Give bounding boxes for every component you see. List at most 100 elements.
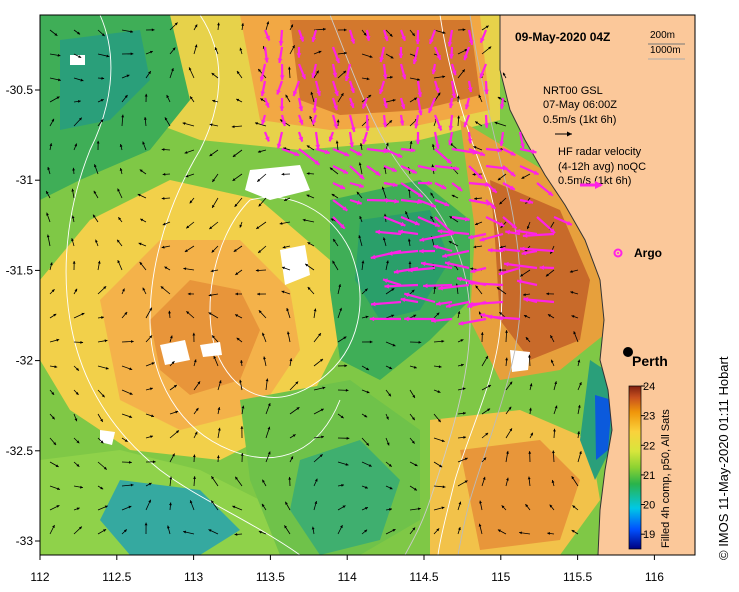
- current-vector-head: [482, 476, 486, 480]
- current-vector-head: [462, 28, 466, 32]
- current-vector-head: [545, 273, 549, 277]
- perth-marker[interactable]: [623, 347, 633, 357]
- current-vector-head: [551, 450, 555, 454]
- radar-vector-head: [428, 107, 433, 113]
- current-vector-head: [473, 146, 477, 149]
- colorbar-ticks: 24 23 22 21 20 19: [641, 381, 655, 541]
- radar-vector-head: [340, 223, 345, 229]
- current-vector-head: [210, 269, 214, 273]
- colorbar-tick-label: 22: [643, 440, 655, 452]
- current-vector-head: [235, 272, 239, 275]
- credit-text: © IMOS 11-May-2020 01:11 Hobart: [716, 356, 731, 560]
- current-vector-head: [485, 355, 488, 359]
- current-vector-head: [386, 442, 390, 446]
- radar-vector-head: [316, 90, 321, 96]
- radar-vector-head: [442, 253, 448, 259]
- radar-vector-head: [504, 261, 509, 267]
- radar-vector-head: [458, 320, 464, 326]
- current-vector-head: [407, 238, 411, 242]
- radar-vector-head: [470, 268, 476, 274]
- current-vector-head: [463, 435, 467, 439]
- current-vector-head: [211, 476, 215, 480]
- current-vector-head: [266, 21, 270, 25]
- current-vector-head: [389, 486, 393, 490]
- current-vector-head: [262, 332, 265, 336]
- current-vector-head: [80, 485, 83, 489]
- current-vector-head: [49, 143, 53, 147]
- radar-vector-head: [444, 261, 450, 266]
- x-tick-label: 115.5: [563, 570, 592, 584]
- current-vector-head: [525, 504, 529, 508]
- x-tick-label: 114: [338, 570, 357, 584]
- radar-vector-head: [449, 53, 454, 59]
- current-vector-head: [364, 529, 368, 533]
- current-vector-head: [369, 340, 373, 344]
- y-tick-label: -32: [16, 354, 34, 368]
- current-vector-head: [240, 360, 243, 363]
- x-tick-label: 113.5: [256, 570, 285, 584]
- current-vector-head: [267, 451, 271, 455]
- radar-vector-head: [430, 202, 436, 208]
- current-vector-head: [336, 119, 340, 123]
- radar-vector-head: [505, 229, 510, 235]
- radar-vector-head: [498, 270, 504, 276]
- radar-vector-head: [264, 136, 270, 142]
- radar-vector-head: [417, 110, 423, 116]
- current-vector-head: [475, 121, 479, 125]
- colorbar-tick-label: 19: [643, 529, 655, 541]
- radar-vector-head: [521, 250, 527, 256]
- radar-vector: [458, 317, 487, 326]
- current-vector-head: [302, 218, 306, 222]
- current-vector-head: [570, 291, 574, 294]
- radar-vector-head: [298, 106, 304, 112]
- current-vector-head: [256, 226, 260, 229]
- current-vector-head: [194, 431, 198, 435]
- current-vector-head: [208, 312, 212, 316]
- radar-vector-head: [528, 199, 534, 205]
- current-vector-head: [96, 140, 100, 144]
- current-vector-head: [190, 96, 193, 100]
- current-vector-head: [307, 287, 311, 290]
- radar-vector-head: [444, 201, 450, 207]
- current-vector-head: [129, 415, 133, 418]
- current-vector-head: [485, 432, 489, 436]
- x-tick-label: 115: [491, 570, 510, 584]
- current-vector-head: [418, 340, 422, 344]
- radar-vector-head: [484, 89, 489, 95]
- current-vector-head: [128, 505, 132, 509]
- current-vector-head: [51, 391, 55, 395]
- current-vector-head: [523, 293, 526, 297]
- radar-vector-head: [383, 103, 388, 109]
- current-vector-head: [285, 94, 289, 98]
- sst-field: [40, 15, 695, 555]
- radar-vector-head: [547, 191, 553, 196]
- current-vector-head: [340, 415, 344, 419]
- current-vector-head: [433, 286, 437, 289]
- current-vector-head: [287, 66, 291, 70]
- current-vector-head: [77, 99, 81, 103]
- radar-vector-head: [391, 167, 397, 172]
- radar-vector-head: [431, 166, 437, 172]
- current-vector-head: [292, 434, 296, 438]
- current-vector-head: [364, 414, 368, 418]
- current-vector-head: [520, 273, 524, 277]
- perth-label: Perth: [632, 353, 668, 369]
- radar-legend-arrow: [580, 181, 603, 189]
- radar-vector-head: [301, 74, 306, 79]
- current-vector-head: [290, 456, 294, 460]
- current-vector-head: [506, 477, 509, 481]
- radar-vector-head: [499, 221, 505, 227]
- current-vector-head: [456, 95, 460, 99]
- current-vector-head: [265, 378, 269, 382]
- current-vector-head: [257, 150, 261, 153]
- current-vector-head: [192, 454, 196, 458]
- current-vector-head: [464, 457, 468, 461]
- radar-vector-head: [448, 140, 453, 146]
- radar-vector-head: [451, 93, 457, 99]
- current-vector-head: [209, 153, 213, 157]
- radar-vector-head: [370, 254, 376, 260]
- current-vector-head: [234, 532, 238, 536]
- argo-marker[interactable]: [613, 248, 623, 258]
- current-vector-head: [189, 200, 193, 204]
- current-vector-head: [431, 143, 435, 147]
